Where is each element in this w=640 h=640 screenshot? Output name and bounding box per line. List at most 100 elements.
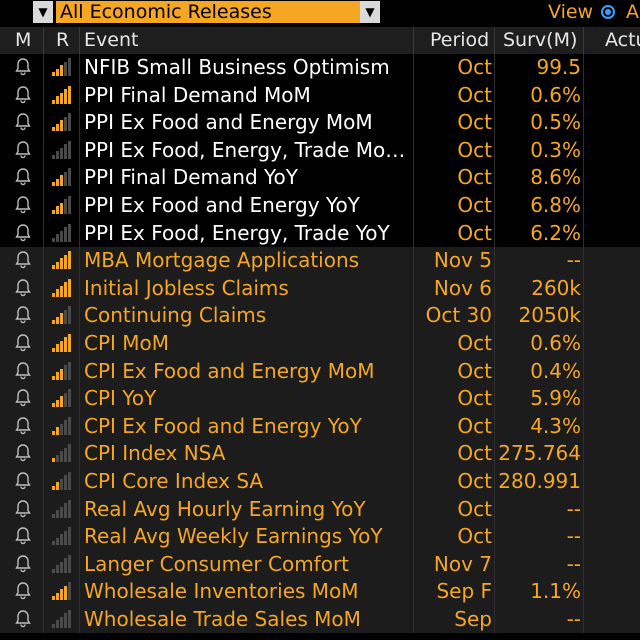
- release-filter-select[interactable]: All Economic Releases: [56, 1, 360, 23]
- view-radio-selected[interactable]: [601, 5, 615, 19]
- column-header-actual[interactable]: Actu: [605, 29, 640, 51]
- event-name[interactable]: PPI Ex Food and Energy MoM: [84, 110, 373, 135]
- column-header-event[interactable]: Event: [84, 29, 139, 51]
- column-divider: [413, 412, 414, 441]
- column-divider: [583, 467, 584, 496]
- table-row[interactable]: CPI MoM Oct 0.6%: [0, 329, 640, 361]
- event-name[interactable]: PPI Ex Food and Energy YoY: [84, 192, 360, 217]
- bell-icon[interactable]: [14, 443, 36, 471]
- table-row[interactable]: NFIB Small Business Optimism Oct 99.5: [0, 54, 640, 82]
- bell-icon[interactable]: [14, 57, 36, 85]
- table-row[interactable]: CPI Ex Food and Energy MoM Oct 0.4%: [0, 357, 640, 389]
- event-name[interactable]: CPI MoM: [84, 330, 170, 355]
- table-row[interactable]: PPI Final Demand MoM Oct 0.6%: [0, 81, 640, 113]
- column-divider: [494, 164, 495, 192]
- column-divider: [79, 164, 80, 192]
- event-name[interactable]: Real Avg Hourly Earning YoY: [84, 496, 366, 521]
- column-divider: [43, 440, 44, 468]
- column-divider: [494, 495, 495, 524]
- column-divider: [413, 329, 414, 358]
- bell-icon[interactable]: [14, 609, 36, 637]
- table-row[interactable]: Real Avg Weekly Earnings YoY Oct --: [0, 523, 640, 551]
- column-divider: [583, 54, 584, 82]
- releases-table: NFIB Small Business Optimism Oct 99.5 PPI F…: [0, 54, 640, 637]
- dropdown-arrow-left[interactable]: ▼: [33, 1, 53, 23]
- event-name[interactable]: PPI Final Demand MoM: [84, 82, 311, 107]
- event-name[interactable]: CPI Ex Food and Energy MoM: [84, 358, 375, 383]
- table-row[interactable]: CPI Ex Food and Energy YoY Oct 4.3%: [0, 412, 640, 444]
- bell-icon[interactable]: [14, 223, 36, 251]
- table-row[interactable]: Initial Jobless Claims Nov 6 260k: [0, 274, 640, 306]
- column-divider: [79, 440, 80, 468]
- view-option-label[interactable]: A: [626, 1, 639, 23]
- event-name[interactable]: CPI Core Index SA: [84, 468, 264, 493]
- table-row[interactable]: CPI YoY Oct 5.9%: [0, 385, 640, 413]
- table-row[interactable]: Wholesale Trade Sales MoM Sep --: [0, 605, 640, 637]
- bell-icon[interactable]: [14, 140, 36, 168]
- signal-bars-icon: [52, 440, 74, 467]
- event-name[interactable]: Wholesale Trade Sales MoM: [84, 606, 361, 631]
- column-divider: [583, 440, 584, 468]
- table-row[interactable]: CPI Core Index SA Oct 280.991: [0, 467, 640, 499]
- bell-icon[interactable]: [14, 554, 36, 582]
- column-divider: [583, 136, 584, 165]
- column-divider: [494, 467, 495, 496]
- table-row[interactable]: Langer Consumer Comfort Nov 7 --: [0, 550, 640, 582]
- event-name[interactable]: CPI Ex Food and Energy YoY: [84, 413, 362, 438]
- event-name[interactable]: CPI YoY: [84, 386, 157, 411]
- survey-cell: --: [566, 551, 581, 576]
- event-name[interactable]: PPI Ex Food, Energy, Trade Mo…: [84, 137, 406, 162]
- column-divider: [583, 605, 584, 634]
- bell-icon[interactable]: [14, 167, 36, 195]
- event-name[interactable]: PPI Final Demand YoY: [84, 165, 299, 190]
- bell-icon[interactable]: [14, 526, 36, 554]
- event-name[interactable]: NFIB Small Business Optimism: [84, 55, 390, 79]
- column-header-period[interactable]: Period: [430, 29, 490, 51]
- table-row[interactable]: Continuing Claims Oct 30 2050k: [0, 302, 640, 330]
- column-header-surv[interactable]: Surv(M): [503, 29, 578, 51]
- bell-icon[interactable]: [14, 581, 36, 609]
- bell-icon[interactable]: [14, 250, 36, 278]
- bell-icon[interactable]: [14, 499, 36, 527]
- bell-icon[interactable]: [14, 85, 36, 113]
- column-divider: [413, 81, 414, 110]
- table-row[interactable]: PPI Ex Food and Energy MoM Oct 0.5%: [0, 109, 640, 137]
- period-cell: Oct 30: [425, 303, 492, 328]
- event-name[interactable]: Continuing Claims: [84, 303, 267, 328]
- event-name[interactable]: PPI Ex Food, Energy, Trade YoY: [84, 220, 390, 245]
- bell-icon[interactable]: [14, 305, 36, 333]
- bell-icon[interactable]: [14, 361, 36, 389]
- bell-icon[interactable]: [14, 416, 36, 444]
- survey-cell: --: [566, 606, 581, 631]
- bell-icon[interactable]: [14, 278, 36, 306]
- signal-bars-icon: [52, 220, 74, 247]
- table-row[interactable]: MBA Mortgage Applications Nov 5 --: [0, 247, 640, 275]
- bell-icon[interactable]: [14, 388, 36, 416]
- event-name[interactable]: Real Avg Weekly Earnings YoY: [84, 524, 383, 549]
- table-row[interactable]: Wholesale Inventories MoM Sep F 1.1%: [0, 578, 640, 606]
- event-name[interactable]: Initial Jobless Claims: [84, 275, 289, 300]
- column-divider: [494, 329, 495, 358]
- survey-cell: --: [566, 248, 581, 273]
- table-row[interactable]: Real Avg Hourly Earning YoY Oct --: [0, 495, 640, 527]
- table-row[interactable]: PPI Final Demand YoY Oct 8.6%: [0, 164, 640, 192]
- period-cell: Oct: [457, 330, 492, 355]
- event-name[interactable]: Wholesale Inventories MoM: [84, 579, 359, 604]
- column-header-m[interactable]: M: [15, 29, 32, 51]
- table-row[interactable]: CPI Index NSA Oct 275.764: [0, 440, 640, 468]
- period-cell: Oct: [457, 192, 492, 217]
- event-name[interactable]: Langer Consumer Comfort: [84, 551, 350, 576]
- bell-icon[interactable]: [14, 333, 36, 361]
- bell-icon[interactable]: [14, 471, 36, 499]
- column-divider: [43, 523, 44, 551]
- table-row[interactable]: PPI Ex Food, Energy, Trade Mo… Oct 0.3%: [0, 136, 640, 168]
- event-name[interactable]: MBA Mortgage Applications: [84, 248, 360, 273]
- table-row[interactable]: PPI Ex Food, Energy, Trade YoY Oct 6.2%: [0, 219, 640, 251]
- bell-icon[interactable]: [14, 195, 36, 223]
- event-name[interactable]: CPI Index NSA: [84, 441, 226, 466]
- column-header-r[interactable]: R: [56, 29, 70, 51]
- chevron-down-icon[interactable]: ▼: [360, 1, 380, 23]
- bell-icon[interactable]: [14, 112, 36, 140]
- view-label: View: [548, 1, 594, 23]
- table-row[interactable]: PPI Ex Food and Energy YoY Oct 6.8%: [0, 191, 640, 223]
